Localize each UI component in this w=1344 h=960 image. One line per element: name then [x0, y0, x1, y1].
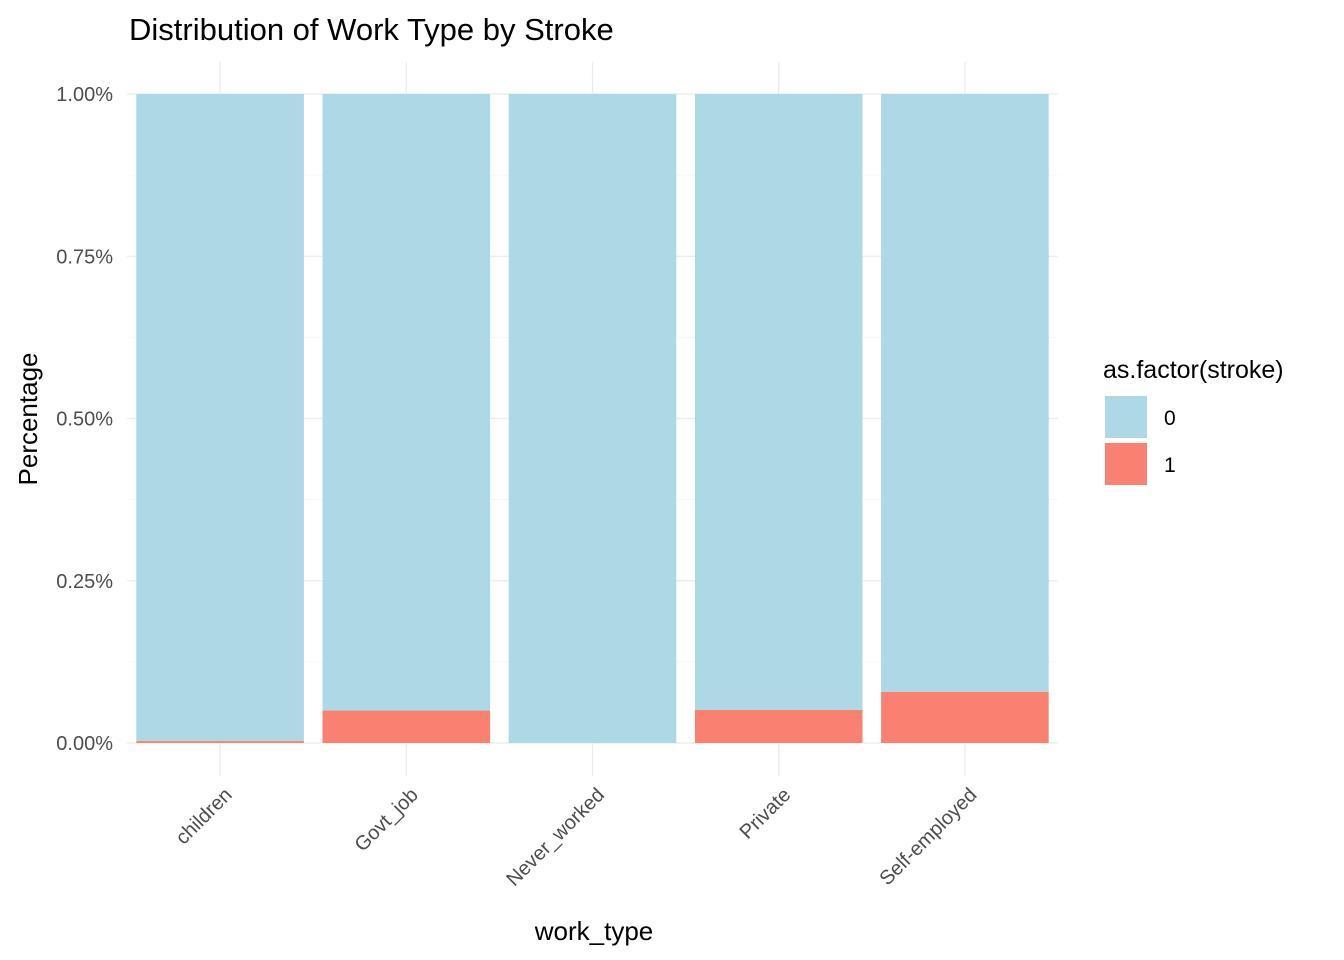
y-axis-tick-labels: 0.00% 0.25% 0.50% 0.75% 1.00%	[56, 84, 113, 755]
y-tick-label: 0.75%	[56, 246, 113, 268]
bar-children-stroke-0	[136, 94, 304, 742]
bar-self-employed-stroke-0	[881, 94, 1049, 692]
bar-never_worked-stroke-0	[508, 94, 677, 743]
legend: as.factor(stroke) 01	[1103, 356, 1284, 485]
x-axis-title: work_type	[534, 916, 654, 946]
legend-items: 01	[1105, 396, 1176, 485]
bar-self-employed-stroke-1	[881, 691, 1049, 743]
y-tick-label: 0.50%	[56, 409, 113, 431]
x-tick-label: Self-employed	[875, 784, 981, 890]
bar-private-stroke-0	[694, 94, 863, 710]
bar-private-stroke-1	[694, 709, 863, 743]
legend-label-1: 1	[1164, 454, 1176, 477]
bars	[136, 94, 1049, 743]
legend-swatch-1	[1105, 443, 1147, 485]
legend-label-0: 0	[1164, 407, 1176, 430]
x-tick-label: Never_worked	[502, 784, 609, 891]
bar-govt_job-stroke-0	[322, 94, 491, 711]
legend-title: as.factor(stroke)	[1103, 356, 1284, 384]
y-tick-label: 0.00%	[56, 733, 113, 755]
x-tick-label: Private	[736, 784, 796, 844]
x-axis-tick-labels: children Govt_job Never_worked Private Self-…	[172, 784, 982, 891]
x-tick-label: children	[172, 784, 237, 849]
bar-children-stroke-1	[136, 741, 304, 743]
y-axis-title: Percentage	[13, 353, 43, 486]
y-tick-label: 0.25%	[56, 571, 113, 593]
x-tick-label: Govt_job	[351, 784, 423, 856]
bar-govt_job-stroke-1	[322, 710, 491, 743]
chart-title: Distribution of Work Type by Stroke	[129, 12, 614, 47]
legend-swatch-0	[1105, 396, 1147, 438]
y-tick-label: 1.00%	[56, 84, 113, 106]
